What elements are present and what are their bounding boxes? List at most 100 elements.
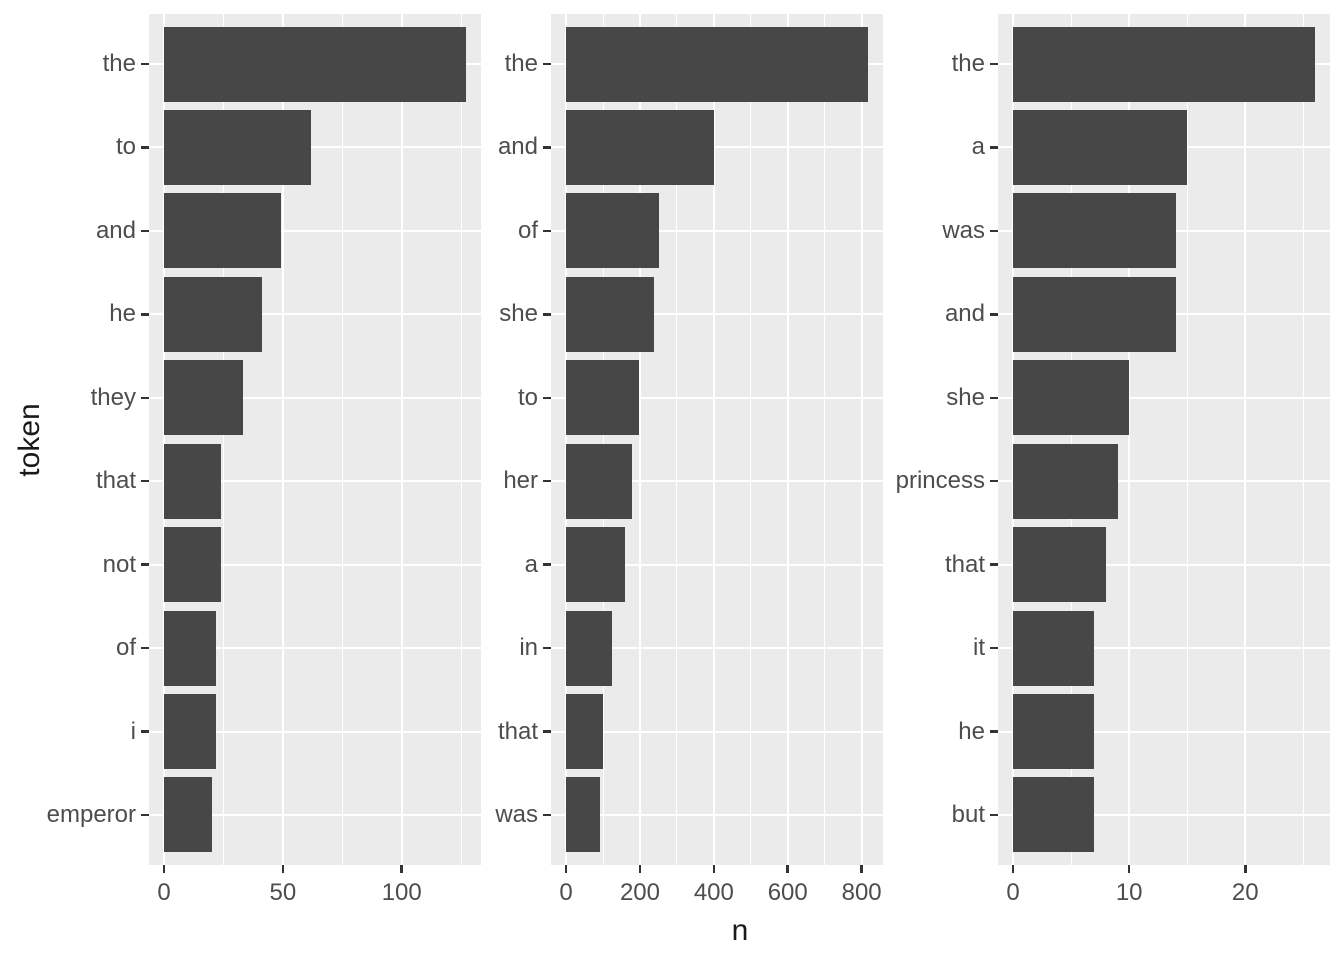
y-tick-mark — [141, 146, 149, 149]
y-gridline — [998, 480, 1330, 483]
y-tick-label: and — [497, 133, 538, 161]
y-tick-mark — [543, 563, 551, 566]
x-tick-label: 0 — [157, 879, 171, 906]
y-tick-mark — [141, 479, 149, 483]
y-gridline — [149, 647, 481, 650]
y-tick-mark — [990, 646, 998, 650]
x-gridline-minor — [1302, 14, 1304, 865]
y-tick-label: she — [499, 300, 538, 328]
y-gridline — [998, 647, 1330, 650]
bar — [566, 527, 626, 603]
y-tick-label: the — [504, 50, 538, 78]
x-gridline-minor — [824, 14, 826, 865]
bar — [164, 693, 217, 770]
x-tick-mark — [638, 865, 642, 873]
x-gridline-major — [786, 14, 789, 865]
bar — [164, 109, 312, 186]
bar — [164, 610, 217, 686]
x-gridline-minor — [1186, 14, 1188, 865]
bar — [1013, 109, 1188, 186]
y-tick-label: was — [495, 800, 538, 828]
bar — [1013, 610, 1095, 686]
bar — [164, 777, 212, 853]
bar — [566, 360, 640, 436]
x-tick-mark — [400, 865, 403, 873]
y-gridline — [551, 813, 883, 816]
y-tick-label: in — [519, 634, 538, 662]
y-gridline — [149, 480, 481, 483]
x-gridline-major — [400, 14, 403, 865]
bar — [164, 193, 281, 269]
bar — [164, 276, 262, 352]
x-gridline-minor — [676, 14, 678, 865]
bar — [566, 610, 613, 686]
bar — [1013, 360, 1130, 436]
y-tick-label: a — [971, 133, 985, 161]
y-gridline — [998, 563, 1330, 566]
x-tick-mark — [786, 865, 789, 873]
x-gridline-major — [638, 14, 641, 865]
x-gridline-minor — [341, 14, 343, 865]
bar — [1013, 443, 1118, 519]
y-tick-label: he — [109, 300, 136, 328]
x-tick-label: 20 — [1231, 879, 1259, 906]
y-tick-mark — [543, 229, 551, 233]
x-tick-label: 200 — [619, 879, 660, 906]
y-tick-mark — [141, 646, 149, 650]
y-tick-mark — [141, 563, 149, 566]
x-tick-mark — [712, 865, 716, 873]
y-tick-mark — [990, 146, 998, 149]
y-tick-label: they — [90, 383, 136, 411]
y-tick-label: the — [102, 50, 136, 78]
y-tick-label: emperor — [46, 800, 136, 828]
x-gridline-minor — [223, 14, 224, 865]
y-tick-label: not — [102, 550, 136, 578]
x-tick-label: 800 — [841, 879, 882, 906]
y-tick-label: that — [497, 717, 538, 745]
y-tick-mark — [543, 479, 551, 483]
y-tick-mark — [141, 62, 149, 66]
y-tick-mark — [543, 146, 551, 149]
y-tick-label: of — [115, 634, 136, 662]
y-gridline — [551, 313, 883, 316]
y-gridline — [149, 313, 481, 316]
y-tick-mark — [990, 813, 998, 817]
x-tick-mark — [162, 865, 166, 873]
bar — [164, 26, 466, 102]
y-tick-label: and — [95, 216, 136, 244]
bar — [566, 193, 659, 269]
x-tick-label: 600 — [767, 879, 808, 906]
bar — [566, 109, 714, 186]
y-gridline — [551, 647, 883, 650]
y-gridline — [149, 563, 481, 566]
x-tick-label: 0 — [1006, 879, 1020, 906]
x-tick-mark — [281, 865, 285, 873]
y-tick-mark — [990, 479, 998, 483]
x-gridline-major — [281, 14, 284, 865]
x-gridline-minor — [460, 14, 462, 865]
y-gridline — [551, 146, 883, 149]
y-tick-mark — [543, 62, 551, 66]
x-gridline-major — [1128, 14, 1131, 865]
y-gridline — [551, 563, 883, 566]
y-tick-mark — [141, 313, 149, 316]
x-tick-label: 50 — [269, 879, 297, 906]
y-tick-mark — [990, 62, 998, 66]
y-gridline — [149, 813, 481, 816]
x-tick-mark — [1244, 865, 1247, 873]
bar — [164, 360, 243, 436]
y-tick-label: the — [951, 50, 985, 78]
y-tick-mark — [543, 813, 551, 817]
bar — [1013, 193, 1176, 269]
y-tick-label: to — [115, 133, 136, 161]
y-tick-label: but — [951, 800, 985, 828]
y-gridline — [149, 730, 481, 733]
y-gridline — [149, 229, 481, 232]
y-tick-mark — [543, 730, 551, 733]
bar — [566, 26, 868, 102]
y-tick-label: and — [944, 300, 985, 328]
y-tick-mark — [543, 313, 551, 316]
y-tick-label: he — [958, 717, 985, 745]
y-tick-label: it — [973, 634, 985, 662]
bar — [1013, 276, 1176, 352]
